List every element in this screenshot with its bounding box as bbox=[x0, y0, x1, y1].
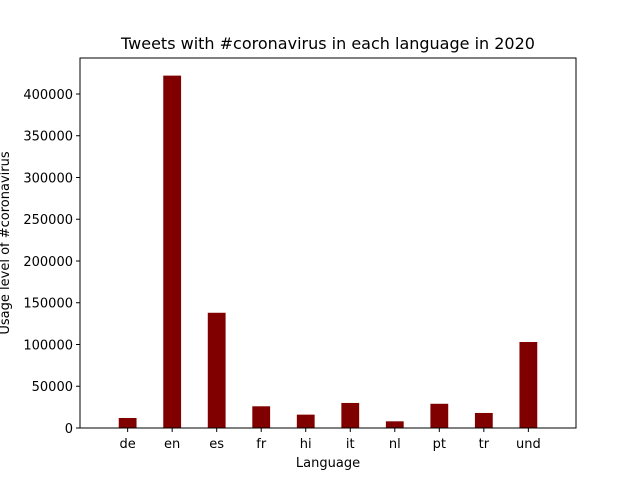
y-tick-label: 0 bbox=[65, 422, 73, 437]
bar-hi bbox=[296, 414, 315, 428]
x-axis-ticks: de en es fr hi it nl pt tr und bbox=[120, 428, 541, 452]
x-tick-label-pt: pt bbox=[433, 437, 446, 452]
y-tick-label: 200000 bbox=[23, 255, 73, 270]
y-tick-label: 250000 bbox=[23, 213, 73, 228]
plot-frame bbox=[79, 57, 577, 429]
y-axis-ticks: 0 50000 100000 150000 200000 250000 300000 3500… bbox=[23, 88, 80, 437]
x-axis-label: Language bbox=[296, 456, 360, 471]
x-tick-label-hi: hi bbox=[300, 437, 312, 452]
bars-group bbox=[118, 75, 538, 428]
bar-und bbox=[519, 341, 538, 428]
chart-title: Tweets with #coronavirus in each languag… bbox=[120, 34, 535, 53]
bar-fr bbox=[252, 406, 271, 428]
bar-it bbox=[341, 402, 360, 428]
x-tick-label-en: en bbox=[164, 437, 180, 452]
y-tick-label: 350000 bbox=[23, 130, 73, 145]
y-tick-label: 100000 bbox=[23, 338, 73, 353]
y-axis-label: Usage level of #coronavirus bbox=[0, 151, 13, 334]
bar-en bbox=[163, 75, 182, 428]
x-tick-label-nl: nl bbox=[389, 437, 401, 452]
x-tick-label-fr: fr bbox=[256, 437, 267, 452]
x-tick-label-tr: tr bbox=[479, 437, 490, 452]
y-tick-label: 400000 bbox=[23, 88, 73, 103]
bar-nl bbox=[385, 421, 404, 428]
bar-es bbox=[207, 312, 226, 428]
bar-pt bbox=[430, 403, 449, 428]
y-tick-label: 150000 bbox=[23, 297, 73, 312]
bar-tr bbox=[474, 412, 493, 428]
x-tick-label-de: de bbox=[120, 437, 136, 452]
x-tick-label-it: it bbox=[346, 437, 355, 452]
bar-de bbox=[118, 417, 137, 428]
x-tick-label-es: es bbox=[209, 437, 224, 452]
y-tick-label: 50000 bbox=[32, 380, 73, 395]
y-tick-label: 300000 bbox=[23, 171, 73, 186]
x-tick-label-und: und bbox=[516, 437, 541, 452]
